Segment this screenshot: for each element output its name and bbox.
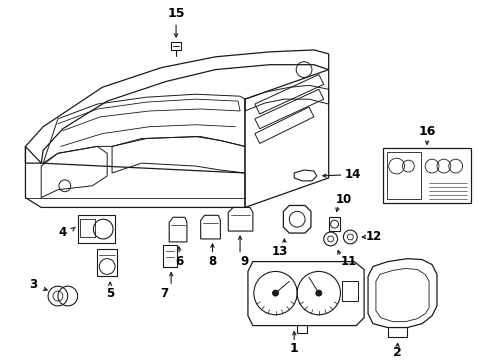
Polygon shape	[247, 262, 364, 325]
Text: 10: 10	[335, 193, 351, 206]
Text: 6: 6	[175, 255, 183, 268]
Text: 2: 2	[392, 346, 401, 359]
Text: 5: 5	[106, 287, 114, 300]
Text: 7: 7	[160, 287, 168, 300]
Text: 3: 3	[29, 278, 37, 291]
Bar	[382, 148, 470, 203]
Text: 1: 1	[289, 342, 298, 355]
Text: 16: 16	[418, 125, 435, 138]
Text: 13: 13	[271, 245, 287, 258]
Bar	[342, 281, 358, 301]
Bar	[171, 42, 181, 50]
Text: 12: 12	[365, 230, 381, 243]
Text: 14: 14	[345, 168, 361, 181]
Bar	[80, 219, 95, 237]
Text: 8: 8	[208, 255, 216, 268]
Bar	[163, 245, 177, 266]
Bar	[97, 249, 117, 276]
Circle shape	[272, 290, 278, 296]
Bar	[386, 152, 420, 199]
Text: 11: 11	[340, 255, 356, 268]
Bar	[78, 215, 115, 243]
Circle shape	[315, 290, 321, 296]
Bar	[328, 217, 340, 231]
Text: 15: 15	[167, 7, 184, 20]
Text: 9: 9	[241, 255, 248, 268]
Polygon shape	[367, 258, 436, 328]
Text: 4: 4	[59, 226, 67, 239]
